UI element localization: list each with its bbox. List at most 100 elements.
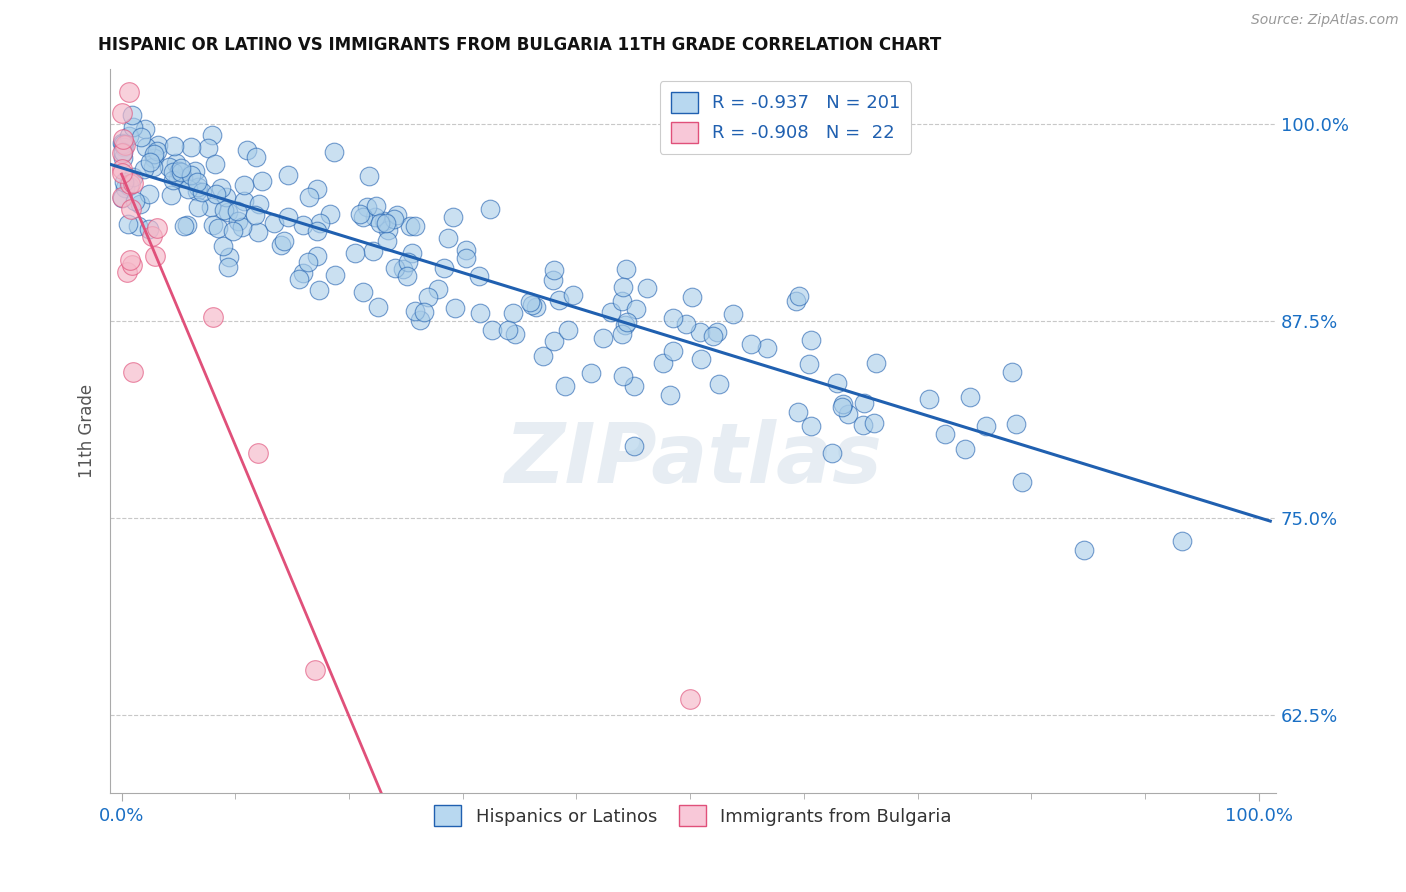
- Point: [1171, 533, 1194, 548]
- Point: [831, 400, 853, 414]
- Point: [165, 156, 187, 170]
- Point: [613, 318, 636, 332]
- Point: [852, 418, 875, 433]
- Point: [918, 392, 941, 406]
- Point: [129, 130, 152, 145]
- Point: [543, 263, 565, 277]
- Point: [375, 216, 398, 230]
- Point: [959, 390, 981, 404]
- Point: [112, 139, 135, 153]
- Point: [186, 175, 208, 189]
- Point: [120, 177, 142, 191]
- Point: [307, 249, 329, 263]
- Point: [245, 151, 267, 165]
- Point: [135, 140, 157, 154]
- Point: [610, 327, 633, 342]
- Point: [398, 219, 420, 233]
- Point: [612, 369, 634, 384]
- Point: [146, 138, 169, 153]
- Point: [323, 145, 346, 159]
- Point: [382, 212, 405, 227]
- Point: [122, 170, 145, 185]
- Point: [222, 224, 245, 238]
- Point: [548, 293, 571, 307]
- Point: [412, 305, 434, 319]
- Point: [600, 305, 623, 319]
- Point: [143, 249, 166, 263]
- Point: [689, 326, 711, 340]
- Point: [298, 190, 321, 204]
- Point: [481, 323, 503, 337]
- Point: [226, 214, 249, 228]
- Point: [505, 326, 527, 341]
- Point: [217, 205, 239, 219]
- Point: [557, 323, 579, 337]
- Point: [679, 691, 702, 706]
- Point: [352, 285, 374, 300]
- Point: [111, 131, 134, 145]
- Point: [250, 174, 273, 188]
- Point: [176, 218, 198, 232]
- Point: [343, 245, 366, 260]
- Point: [143, 146, 166, 161]
- Point: [172, 171, 194, 186]
- Point: [118, 85, 141, 99]
- Point: [436, 231, 458, 245]
- Point: [184, 164, 207, 178]
- Point: [157, 160, 180, 174]
- Point: [404, 219, 426, 234]
- Point: [111, 166, 134, 180]
- Point: [953, 442, 976, 456]
- Point: [277, 168, 299, 182]
- Point: [616, 315, 638, 329]
- Point: [821, 446, 844, 460]
- Point: [689, 351, 711, 366]
- Point: [443, 301, 465, 315]
- Point: [787, 289, 810, 303]
- Text: HISPANIC OR LATINO VS IMMIGRANTS FROM BULGARIA 11TH GRADE CORRELATION CHART: HISPANIC OR LATINO VS IMMIGRANTS FROM BU…: [98, 36, 942, 54]
- Point: [319, 207, 342, 221]
- Point: [636, 281, 658, 295]
- Point: [418, 290, 440, 304]
- Point: [180, 168, 202, 182]
- Point: [800, 418, 823, 433]
- Point: [111, 162, 134, 177]
- Point: [245, 209, 267, 223]
- Point: [367, 300, 389, 314]
- Point: [614, 261, 637, 276]
- Point: [204, 157, 226, 171]
- Point: [232, 178, 254, 192]
- Point: [531, 349, 554, 363]
- Point: [112, 175, 135, 189]
- Point: [675, 317, 697, 331]
- Point: [114, 180, 136, 194]
- Point: [201, 218, 224, 232]
- Point: [391, 261, 413, 276]
- Point: [127, 219, 149, 233]
- Point: [111, 136, 134, 150]
- Point: [121, 120, 143, 134]
- Point: [1001, 365, 1024, 379]
- Point: [134, 121, 156, 136]
- Point: [375, 234, 398, 248]
- Point: [396, 269, 419, 284]
- Point: [231, 220, 253, 235]
- Point: [524, 300, 547, 314]
- Point: [592, 330, 614, 344]
- Legend: Hispanics or Latinos, Immigrants from Bulgaria: Hispanics or Latinos, Immigrants from Bu…: [425, 797, 960, 835]
- Point: [837, 407, 859, 421]
- Point: [401, 246, 423, 260]
- Point: [111, 137, 134, 152]
- Point: [610, 293, 633, 308]
- Point: [454, 244, 477, 258]
- Point: [170, 161, 193, 175]
- Point: [292, 219, 315, 233]
- Point: [307, 224, 329, 238]
- Point: [117, 265, 139, 279]
- Point: [247, 446, 270, 460]
- Point: [364, 198, 387, 212]
- Point: [1011, 475, 1033, 489]
- Point: [141, 228, 163, 243]
- Point: [191, 186, 214, 200]
- Point: [707, 377, 730, 392]
